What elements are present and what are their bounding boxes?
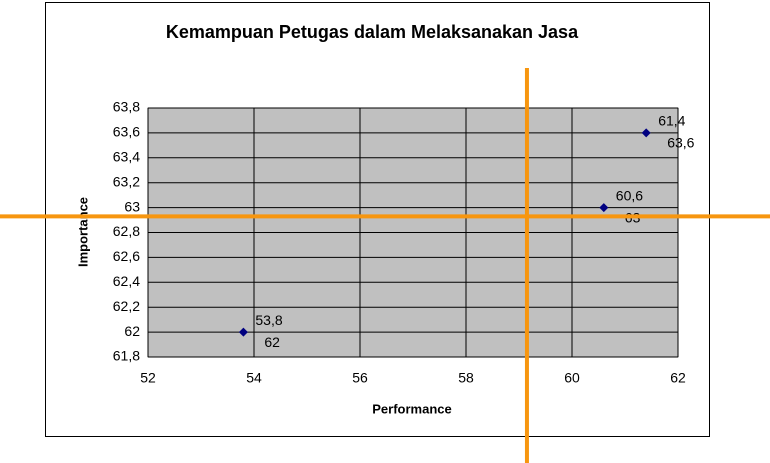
y-tick-label: 63,6 xyxy=(113,124,140,140)
y-tick-label: 62,4 xyxy=(113,273,140,289)
y-tick-label: 61,8 xyxy=(113,348,140,364)
x-axis-label: Performance xyxy=(372,401,451,416)
data-label: 60,6 xyxy=(616,187,643,203)
y-tick-label: 62,6 xyxy=(113,248,140,264)
y-tick-label: 63,2 xyxy=(113,173,140,189)
data-label: 62 xyxy=(264,334,280,350)
y-tick-label: 62,8 xyxy=(113,223,140,239)
y-tick-label: 63 xyxy=(124,198,140,214)
data-point xyxy=(238,327,248,337)
chart-title: Kemampuan Petugas dalam Melaksanakan Jas… xyxy=(165,22,579,42)
y-axis-label: Importance xyxy=(75,197,90,267)
data-point xyxy=(599,203,609,213)
data-point xyxy=(641,128,651,138)
x-tick-label: 58 xyxy=(458,370,474,386)
data-label: 53,8 xyxy=(255,312,282,328)
y-tick-label: 63,8 xyxy=(113,99,140,115)
y-tick-label: 62 xyxy=(124,323,140,339)
y-tick-label: 63,4 xyxy=(113,149,140,165)
data-label: 61,4 xyxy=(658,113,685,129)
y-tick-label: 62,2 xyxy=(113,298,140,314)
x-tick-label: 62 xyxy=(670,370,686,386)
x-tick-label: 52 xyxy=(140,370,156,386)
x-tick-label: 56 xyxy=(352,370,368,386)
data-label: 63,6 xyxy=(667,135,694,151)
x-tick-label: 60 xyxy=(564,370,580,386)
x-tick-label: 54 xyxy=(246,370,262,386)
